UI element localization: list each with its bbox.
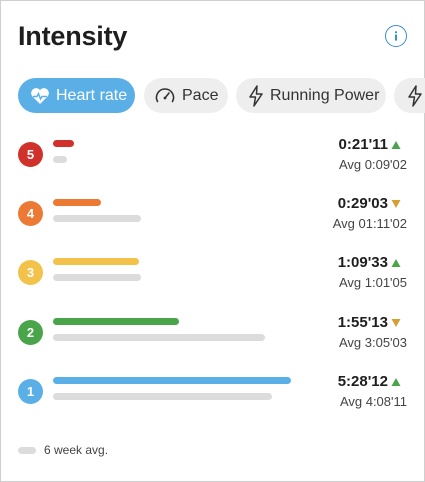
zone-average: Avg 1:01'05 xyxy=(338,275,407,290)
zone-average: Avg 4:08'11 xyxy=(339,394,407,409)
average-time-bar xyxy=(53,215,141,222)
average-time-bar xyxy=(53,156,67,163)
zone-average: Avg 3:05'03 xyxy=(338,335,407,350)
zone-badge: 5 xyxy=(18,142,43,167)
legend: 6 week avg. xyxy=(18,443,108,457)
lightning-icon xyxy=(248,84,264,107)
zone-row: 5 0:21'11 Avg 0:09'02 xyxy=(1,136,425,187)
zone-time: 5:28'12 xyxy=(337,373,388,390)
zone-time: 1:09'33 xyxy=(337,254,388,271)
zone-time: 1:55'13 xyxy=(337,314,388,331)
zone-row: 2 1:55'13 Avg 3:05'03 xyxy=(1,314,425,365)
trend-down-icon xyxy=(391,319,401,327)
legend-label: 6 week avg. xyxy=(44,443,109,457)
average-time-bar xyxy=(53,274,141,281)
zone-badge: 3 xyxy=(18,260,43,285)
current-time-bar xyxy=(53,140,74,147)
zone-time: 0:21'11 xyxy=(338,136,388,153)
trend-up-icon xyxy=(391,259,401,267)
tab-heart-rate-label: Heart rate xyxy=(56,86,128,104)
tab-pace-label: Pace xyxy=(182,86,219,104)
current-time-bar xyxy=(53,377,291,384)
tab-next[interactable] xyxy=(394,78,425,113)
info-icon[interactable] xyxy=(385,25,407,47)
average-time-bar xyxy=(53,393,272,400)
tab-running-power-label: Running Power xyxy=(270,86,380,104)
average-time-bar xyxy=(53,334,265,341)
legend-swatch xyxy=(18,446,36,454)
lightning-icon xyxy=(407,84,423,107)
zone-row: 4 0:29'03 Avg 01:11'02 xyxy=(1,195,425,246)
tab-running-power[interactable]: Running Power xyxy=(236,78,386,113)
zone-time: 0:29'03 xyxy=(337,195,388,212)
speedometer-icon xyxy=(154,86,176,106)
zone-row: 1 5:28'12 Avg 4:08'11 xyxy=(1,373,425,424)
tab-heart-rate[interactable]: Heart rate xyxy=(18,78,135,113)
current-time-bar xyxy=(53,199,101,206)
metric-tabs: Heart rate Pace Running Power xyxy=(1,78,425,114)
page-title: Intensity xyxy=(18,21,128,51)
zone-average: Avg 01:11'02 xyxy=(332,216,407,231)
trend-up-icon xyxy=(391,378,401,386)
heart-rate-icon xyxy=(30,87,50,105)
zone-row: 3 1:09'33 Avg 1:01'05 xyxy=(1,254,425,305)
zone-average: Avg 0:09'02 xyxy=(338,157,407,172)
trend-up-icon xyxy=(391,141,401,149)
tab-pace[interactable]: Pace xyxy=(144,78,228,113)
trend-down-icon xyxy=(391,200,401,208)
zone-badge: 2 xyxy=(18,320,43,345)
current-time-bar xyxy=(53,318,179,325)
current-time-bar xyxy=(53,258,139,265)
zone-badge: 4 xyxy=(18,201,43,226)
zone-badge: 1 xyxy=(18,379,43,404)
